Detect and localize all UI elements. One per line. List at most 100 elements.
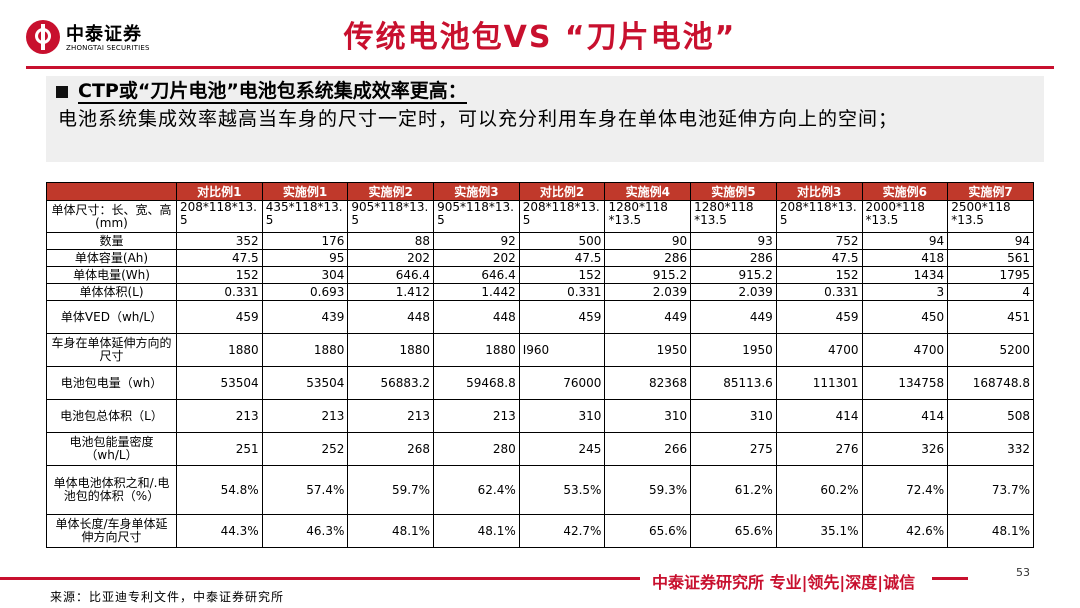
table-cell: 561 — [947, 249, 1034, 267]
table-cell: 59.7% — [347, 465, 435, 515]
table-cell: 450 — [861, 300, 949, 334]
table-cell: 60.2% — [775, 465, 863, 515]
table-cell: 915.2 — [604, 266, 692, 284]
table-cell: 57.4% — [261, 465, 349, 515]
table-row: 单体尺寸：长、宽、高(mm) 208*118*13.5 435*118*13.5 90… — [46, 200, 1034, 233]
table-cell: 90 — [604, 232, 692, 250]
table-cell: 48.1% — [947, 514, 1034, 548]
table-cell: 1880 — [347, 333, 435, 367]
table-cell: 251 — [176, 432, 263, 466]
row-label: 电池包电量（wh） — [46, 366, 177, 400]
company-logo: 中泰证券 ZHONGTAI SECURITIES — [26, 18, 166, 58]
table-cell: 459 — [518, 300, 606, 334]
table-cell: 332 — [947, 432, 1034, 466]
table-cell: 92 — [433, 232, 520, 250]
bullet-square-icon — [56, 86, 68, 98]
table-cell: 459 — [176, 300, 263, 334]
table-cell: 435*118*13.5 — [261, 200, 349, 233]
table-cell: 59.3% — [604, 465, 692, 515]
table-cell: 47.5 — [518, 249, 606, 267]
table-cell: 310 — [604, 399, 692, 433]
summary-body: 电池系统集成效率越高当车身的尺寸一定时，可以充分利用车身在单体电池延伸方向上的空… — [58, 108, 899, 130]
table-cell: 65.6% — [604, 514, 692, 548]
table-cell: 245 — [518, 432, 606, 466]
footer-brand: 中泰证券研究所 专业|领先|深度|诚信 — [652, 573, 916, 592]
row-label: 单体长度/车身单体延伸方向尺寸 — [46, 514, 177, 548]
table-cell: 54.8% — [176, 465, 263, 515]
title-divider — [26, 66, 1054, 69]
table-cell: 276 — [775, 432, 863, 466]
table-cell: 202 — [433, 249, 520, 267]
table-cell: 252 — [261, 432, 349, 466]
table-cell: 53.5% — [518, 465, 606, 515]
table-cell: 0.331 — [775, 283, 863, 301]
table-cell: 459 — [775, 300, 863, 334]
table-cell: 53504 — [261, 366, 349, 400]
footer-line-right — [932, 577, 968, 580]
table-row: 单体容量(Ah) 47.5 95 202 202 47.5 286 286 47.5 418 561 — [46, 249, 1034, 267]
table-row: 电池包电量（wh） 53504 53504 56883.2 59468.8 76000 82… — [46, 366, 1034, 400]
table-cell: 448 — [433, 300, 520, 334]
table-cell: 44.3% — [176, 514, 263, 548]
table-row: 车身在单体延伸方向的尺寸 1880 1880 1880 1880 I960 1950 1950… — [46, 333, 1034, 367]
table-cell: 0.693 — [261, 283, 349, 301]
table-row: 单体电量(Wh) 152 304 646.4 646.4 152 915.2 915.2 152… — [46, 266, 1034, 284]
table-cell: 286 — [690, 249, 777, 267]
summary-box: CTP或“刀片电池”电池包系统集成效率更高： 电池系统集成效率越高当车身的尺寸一… — [46, 76, 1044, 162]
column-header: 对比例3 — [775, 182, 863, 201]
table-cell: 418 — [861, 249, 949, 267]
table-cell: 48.1% — [433, 514, 520, 548]
table-cell: 275 — [690, 432, 777, 466]
table-cell: 56883.2 — [347, 366, 435, 400]
table-cell: 451 — [947, 300, 1034, 334]
table-row: 单体VED（wh/L） 459 439 448 448 459 449 449 459 450 45… — [46, 300, 1034, 334]
table-row: 单体长度/车身单体延伸方向尺寸 44.3% 46.3% 48.1% 48.1% 42.7%… — [46, 514, 1034, 548]
table-cell: 152 — [518, 266, 606, 284]
table-row: 电池包能量密度（wh/L） 251 252 268 280 245 266 275 276 326… — [46, 432, 1034, 466]
table-cell: 752 — [775, 232, 863, 250]
table-cell: 286 — [604, 249, 692, 267]
table-cell: 3 — [861, 283, 949, 301]
logo-en-text: ZHONGTAI SECURITIES — [66, 44, 150, 52]
table-cell: 646.4 — [347, 266, 435, 284]
table-cell: 2.039 — [604, 283, 692, 301]
row-label: 电池包总体积（L） — [46, 399, 177, 433]
table-cell: 310 — [690, 399, 777, 433]
table-cell: 1950 — [604, 333, 692, 367]
table-cell: 42.6% — [861, 514, 949, 548]
table-cell: 1434 — [861, 266, 949, 284]
table-corner-cell — [46, 182, 177, 201]
table-cell: I960 — [518, 333, 606, 367]
column-header: 实施例2 — [347, 182, 435, 201]
table-cell: 2500*118 *13.5 — [947, 200, 1034, 233]
table-cell: 449 — [604, 300, 692, 334]
table-cell: 134758 — [861, 366, 949, 400]
table-cell: 310 — [518, 399, 606, 433]
column-header: 实施例3 — [433, 182, 520, 201]
table-cell: 1880 — [261, 333, 349, 367]
column-header: 实施例1 — [261, 182, 349, 201]
table-cell: 46.3% — [261, 514, 349, 548]
table-cell: 2000*118 *13.5 — [861, 200, 949, 233]
footer-line-left — [0, 577, 640, 580]
table-cell: 1280*118 *13.5 — [604, 200, 692, 233]
column-header: 实施例5 — [690, 182, 777, 201]
column-header: 实施例6 — [861, 182, 949, 201]
table-cell: 1950 — [690, 333, 777, 367]
table-cell: 4 — [947, 283, 1034, 301]
logo-cn-text: 中泰证券 — [66, 24, 142, 45]
table-cell: 280 — [433, 432, 520, 466]
table-cell: 93 — [690, 232, 777, 250]
row-label: 车身在单体延伸方向的尺寸 — [46, 333, 177, 367]
table-cell: 646.4 — [433, 266, 520, 284]
table-header-row: 对比例1 实施例1 实施例2 实施例3 对比例2 实施例4 实施例5 对比例3 实施例6 实施例7 — [46, 182, 1034, 201]
table-cell: 508 — [947, 399, 1034, 433]
table-cell: 268 — [347, 432, 435, 466]
row-label: 单体尺寸：长、宽、高(mm) — [46, 200, 177, 233]
table-cell: 35.1% — [775, 514, 863, 548]
table-cell: 905*118*13.5 — [433, 200, 520, 233]
table-cell: 62.4% — [433, 465, 520, 515]
table-cell: 95 — [261, 249, 349, 267]
table-cell: 168748.8 — [947, 366, 1034, 400]
table-cell: 2.039 — [690, 283, 777, 301]
